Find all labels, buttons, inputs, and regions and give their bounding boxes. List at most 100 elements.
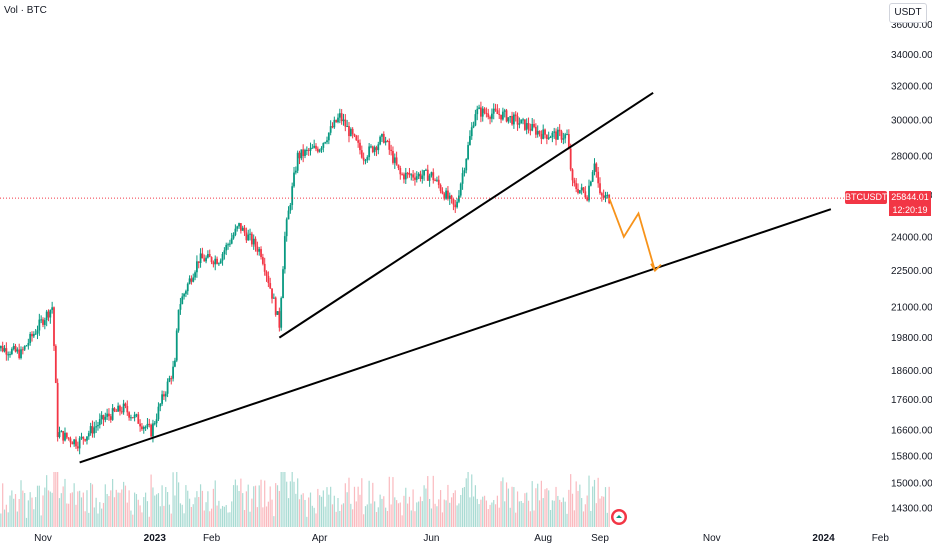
candle-body (437, 179, 440, 185)
volume-bar (584, 504, 586, 527)
volume-flag-icon[interactable] (611, 509, 627, 525)
volume-bar (64, 478, 66, 527)
volume-bar (333, 495, 335, 527)
currency-button[interactable]: USDT (889, 3, 927, 23)
y-tick-label: 34000.00 (891, 50, 932, 61)
candle-body (168, 378, 171, 382)
candle-body (507, 117, 510, 122)
price-axis[interactable]: 14300.00 15000.00 15800.00 16600.00 17600.00… (891, 20, 932, 515)
candle-body (153, 423, 156, 425)
volume-bar (399, 502, 401, 527)
volume-bar (295, 493, 297, 527)
volume-bar (375, 512, 378, 527)
volume-bar (247, 484, 249, 527)
candle-body (64, 432, 66, 441)
volume-bar (112, 478, 114, 527)
x-tick-label: Feb (203, 533, 221, 544)
candle-body (432, 172, 435, 181)
candle-body (197, 261, 200, 263)
candle-body (113, 408, 116, 411)
volume-bar (361, 478, 363, 527)
volume-bar (141, 512, 143, 527)
volume-bar (522, 502, 524, 527)
y-tick-label: 24000.00 (891, 232, 932, 243)
volume-bar (478, 504, 480, 527)
volume-bar (537, 483, 539, 527)
volume-bar (386, 510, 389, 527)
volume-bar (339, 510, 341, 527)
candle-body (379, 136, 382, 145)
y-tick-label: 14300.00 (891, 504, 932, 515)
time-axis[interactable]: Nov 2023 Feb Apr Jun Aug Sep Nov 2024 Feb (34, 533, 889, 544)
volume-bar (172, 472, 174, 527)
volume-bar (319, 495, 321, 527)
volume-bar (58, 498, 61, 527)
volume-bar (256, 507, 258, 527)
volume-bar (80, 497, 83, 527)
volume-bar (441, 512, 444, 527)
candle-body (516, 116, 519, 125)
volume-bar (212, 488, 214, 527)
candle-body (51, 307, 54, 310)
volume-bar (148, 516, 150, 527)
volume-bar (445, 500, 447, 527)
volume-bar (326, 487, 328, 527)
volume-bar (287, 498, 290, 527)
candle-body (124, 403, 127, 407)
volume-bar (245, 491, 247, 527)
y-tick-label: 28000.00 (891, 152, 932, 163)
candle-body (564, 134, 567, 139)
candle-body (117, 405, 120, 412)
volume-bar (575, 481, 577, 527)
candle-body (419, 173, 422, 179)
candle-body (78, 438, 81, 449)
x-tick-label: Nov (34, 533, 52, 544)
candle-body (514, 114, 517, 117)
candle-body (241, 227, 244, 231)
volume-bar (538, 500, 541, 527)
candle-body (392, 151, 394, 163)
candle-body (53, 307, 55, 346)
candle-body (104, 416, 107, 420)
candle-body (311, 147, 314, 149)
candle-body (5, 348, 8, 355)
volume-bar (494, 504, 497, 527)
candle-body (221, 253, 224, 261)
candle-body (331, 126, 334, 128)
candle-body (549, 137, 552, 139)
candle-body (602, 195, 605, 198)
volume-bar (113, 497, 116, 527)
candle-body (177, 309, 180, 331)
candle-body (194, 272, 196, 278)
candle-body (174, 360, 176, 367)
volume-bar (439, 490, 442, 527)
volume-bar (234, 479, 236, 527)
candle-body (454, 204, 457, 208)
volume-bar (27, 500, 29, 527)
candle-body (338, 113, 341, 118)
candle-body (542, 129, 545, 139)
volume-bar (590, 510, 592, 527)
volume-bar (291, 472, 293, 527)
x-tick-label: Jun (423, 533, 439, 544)
candle-body (108, 413, 110, 417)
candle-body (490, 113, 493, 119)
y-tick-label: 19800.00 (891, 333, 932, 344)
candle-body (82, 436, 85, 440)
volume-bar (502, 477, 504, 527)
volume-bar (471, 474, 473, 527)
candle-body (91, 426, 94, 434)
projection-path (608, 197, 662, 273)
volume-bar (269, 486, 271, 527)
candle-body (179, 304, 182, 310)
candle-body (1, 345, 4, 352)
volume-bar (542, 498, 544, 527)
candle-body (190, 278, 193, 282)
volume-bar (273, 516, 275, 527)
volume-bar (396, 500, 398, 527)
volume-bar (49, 491, 51, 527)
volume-bar (454, 490, 456, 527)
candle-body (476, 108, 479, 115)
candle-body (408, 172, 411, 176)
